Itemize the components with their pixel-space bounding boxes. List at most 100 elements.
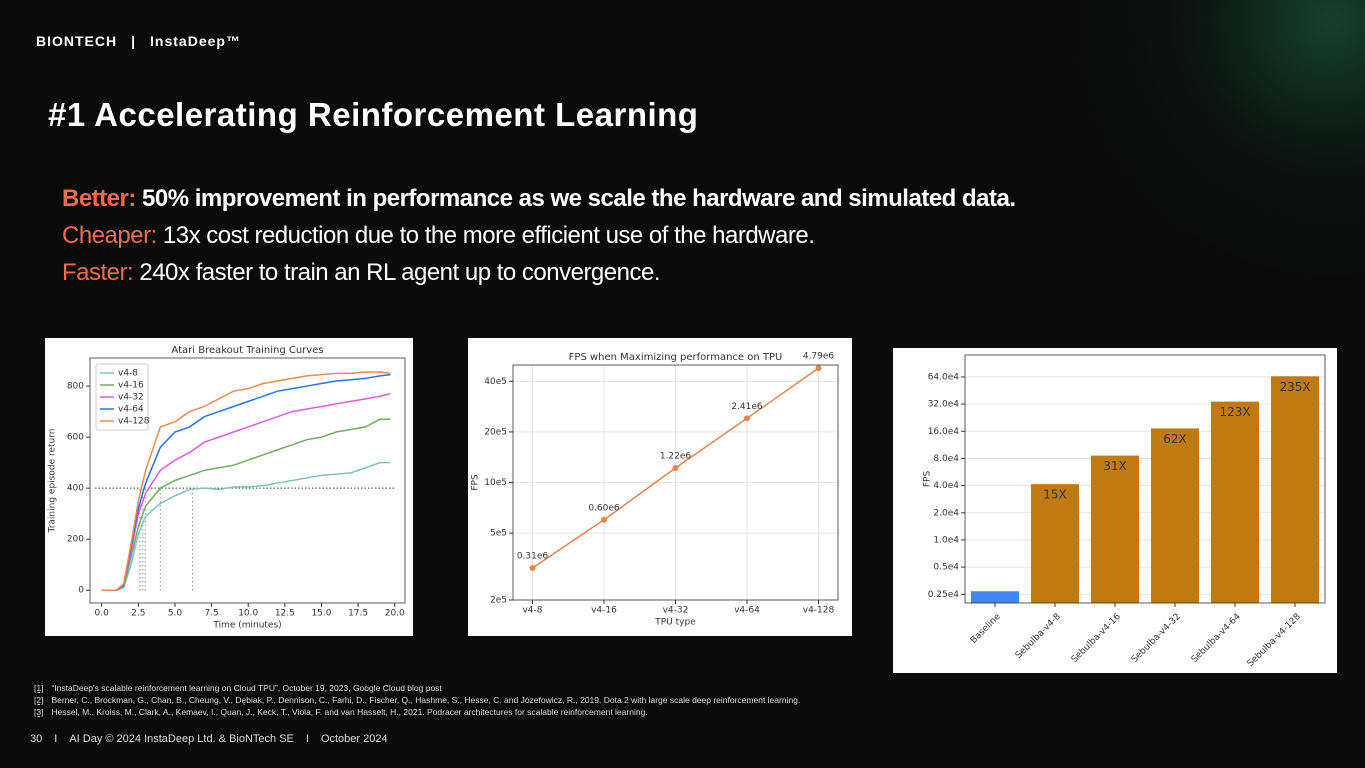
header: BIONTECH | InstaDeep™ [36, 33, 241, 49]
logo-right: InstaDeep™ [150, 33, 241, 49]
bullet: Cheaper: 13x cost reduction due to the m… [62, 217, 1016, 254]
x-tick-label: v4-16 [591, 606, 617, 616]
value-label: 4.79e6 [803, 352, 835, 362]
x-tick-label: 2.5 [131, 609, 145, 619]
series-line [101, 418, 391, 591]
plot-frame [964, 354, 1326, 604]
bullets: Better: 50% improvement in performance a… [62, 180, 1016, 291]
x-tick-label: v4-64 [734, 606, 760, 616]
bar [1151, 428, 1199, 603]
y-tick-label: 0.25e4 [928, 590, 960, 600]
x-tick-label: v4-32 [663, 606, 689, 616]
x-tick-label: 17.5 [348, 609, 368, 619]
x-tick-label: 5.0 [168, 609, 183, 619]
bar-annotation: 123X [1219, 405, 1250, 419]
bullet-label: Better: [62, 185, 136, 212]
bar [1031, 484, 1079, 603]
value-label: 0.31e6 [517, 552, 549, 562]
bar-annotation: 31X [1103, 459, 1127, 473]
series-line [101, 393, 391, 591]
x-tick-label: 20.0 [385, 609, 405, 619]
bar-annotation: 15X [1043, 488, 1067, 502]
y-tick-label: 20e5 [484, 427, 507, 437]
point [601, 516, 607, 523]
footer-item: October 2024 [320, 733, 388, 745]
legend-label: v4-16 [118, 381, 144, 391]
y-tick-label: 10e5 [484, 478, 507, 488]
bar [1211, 401, 1259, 603]
x-axis-label: Time (minutes) [212, 621, 281, 631]
y-tick-label: 400 [67, 484, 84, 494]
x-axis-label: TPU type [654, 618, 696, 628]
series-line [101, 371, 391, 591]
y-axis-label: FPS [923, 471, 933, 488]
x-tick-label: v4-128 [803, 606, 835, 616]
y-axis-label: Training episode return [48, 429, 58, 534]
bullet-text: 240x faster to train an RL agent up to c… [139, 259, 660, 286]
y-axis-label: FPS [471, 474, 481, 491]
footnote-text: “InstaDeep's scalable reinforcement lear… [51, 683, 442, 693]
x-tick-label: 0.0 [95, 609, 110, 619]
footnote-ref: [2] [34, 695, 44, 705]
slide-title: #1 Accelerating Reinforcement Learning [48, 96, 699, 133]
bullet: Better: 50% improvement in performance a… [62, 180, 1016, 217]
series-line [101, 461, 391, 591]
y-tick-label: 32.0e4 [928, 400, 960, 410]
legend-label: v4-64 [118, 405, 144, 415]
legend-label: v4-128 [118, 417, 150, 427]
bar-annotation: 62X [1163, 432, 1187, 446]
value-label: 0.60e6 [588, 503, 620, 513]
y-tick-label: 800 [67, 382, 84, 392]
y-tick-label: 1.0e4 [933, 535, 959, 545]
footnote: [3] Hessel, M., Kroiss, M., Clark, A., Ke… [34, 706, 800, 718]
point [529, 565, 536, 572]
footer-item: I [54, 733, 58, 745]
footer-item: I [305, 733, 309, 745]
bar [1271, 376, 1319, 603]
point [672, 464, 679, 471]
y-tick-label: 5e5 [490, 529, 507, 539]
y-tick-label: 2.0e4 [933, 508, 959, 518]
y-tick-label: 2e5 [490, 596, 507, 606]
logo-separator: | [131, 33, 137, 49]
footnotes: [1] “InstaDeep's scalable reinforcement l… [34, 682, 800, 718]
chart-panel [468, 338, 852, 636]
bar-annotation: 235X [1279, 380, 1310, 394]
x-tick-label: 10.0 [238, 609, 258, 619]
point [815, 365, 822, 372]
footnote: [2] Berner, C., Brockman, G., Chan, B., C… [34, 694, 800, 706]
value-label: 1.22e6 [660, 451, 692, 461]
x-tick-label: 12.5 [275, 609, 295, 619]
bullet-text: 50% improvement in performance as we sca… [142, 185, 1016, 212]
bar [971, 591, 1019, 603]
logo-left: BIONTECH [36, 33, 118, 49]
point [744, 415, 750, 422]
footnote-text: Berner, C., Brockman, G., Chan, B., Cheu… [51, 695, 801, 705]
legend-box [95, 363, 149, 431]
footnote-ref: [3] [34, 707, 44, 717]
y-tick-label: 16.0e4 [928, 427, 960, 437]
y-tick-label: 0.5e4 [933, 563, 959, 573]
bar [1091, 455, 1139, 603]
legend-label: v4-32 [118, 393, 144, 403]
x-tick-label: v4-8 [522, 606, 542, 616]
x-tick-label: 7.5 [204, 609, 218, 619]
footer: 30 I AI Day © 2024 InstaDeep Ltd. & BioNTe… [30, 733, 388, 745]
footnote: [1] “InstaDeep's scalable reinforcement l… [34, 682, 800, 694]
y-tick-label: 600 [67, 433, 84, 443]
bullet: Faster: 240x faster to train an RL agent… [62, 254, 1016, 291]
footer-item: 30 [30, 733, 43, 745]
y-tick-label: 4.0e4 [933, 481, 959, 491]
x-tick-label: 15.0 [311, 609, 331, 619]
y-tick-label: 200 [67, 535, 84, 545]
y-tick-label: 40e5 [484, 377, 507, 387]
plot-frame [89, 357, 406, 604]
plot-frame [512, 364, 839, 601]
legend-label: v4-8 [118, 369, 138, 379]
series-line [101, 373, 391, 591]
value-label: 2.41e6 [731, 402, 763, 412]
footnote-ref: [1] [34, 683, 44, 693]
footer-item: AI Day © 2024 InstaDeep Ltd. & BioNTech … [69, 733, 294, 745]
chart-title: Atari Breakout Training Curves [171, 345, 323, 356]
bullet-label: Faster: [62, 259, 134, 286]
